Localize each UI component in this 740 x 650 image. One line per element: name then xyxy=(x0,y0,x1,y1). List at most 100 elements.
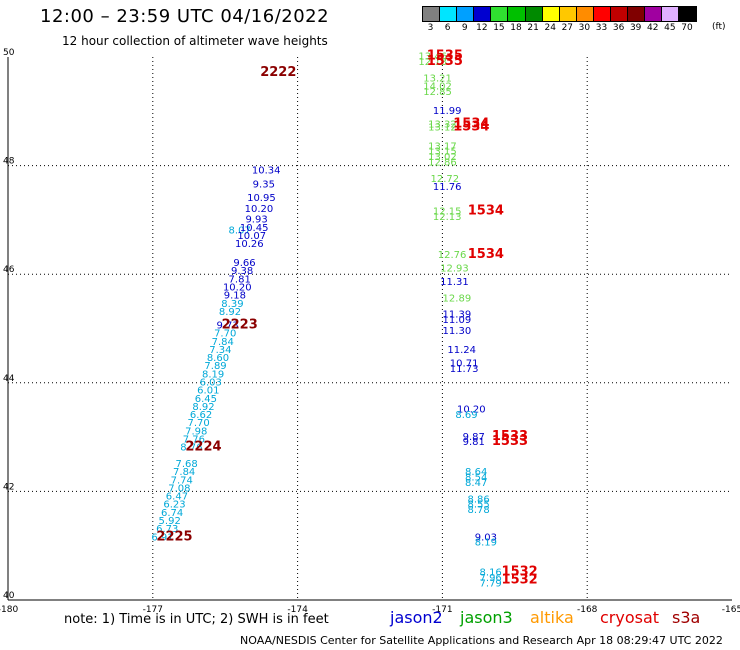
pass-time-annotation: 1534 xyxy=(453,117,489,132)
data-point-label: 11.99 xyxy=(433,106,462,117)
data-point-label: 9.03 xyxy=(475,532,497,543)
legend-s3a: s3a xyxy=(672,608,701,627)
data-point-label: 13.17 xyxy=(428,141,457,152)
colorbar-label: 15 xyxy=(493,23,505,33)
chart-title: 12:00 – 23:59 UTC 04/16/2022 xyxy=(40,6,330,27)
data-point-label: 8.54 xyxy=(465,473,487,484)
data-point-label: 6.45 xyxy=(195,394,217,405)
data-point-label: 7.96 xyxy=(480,573,502,584)
data-point-label: 14.02 xyxy=(423,82,452,93)
x-tick-label: -180 xyxy=(0,605,18,615)
data-point-label: 8.69 xyxy=(455,410,477,421)
data-point-label: 12.13 xyxy=(433,212,462,223)
colorbar-swatch: 42 xyxy=(644,6,663,33)
data-point-label: 12.76 xyxy=(438,250,467,261)
data-point-label: 6.47 xyxy=(166,492,188,503)
colorbar-label: 70 xyxy=(681,23,693,33)
data-point-label: 13.02 xyxy=(428,152,457,163)
data-point-label: 9.18 xyxy=(224,291,246,302)
data-point-label: 12.86 xyxy=(428,158,457,169)
colorbar-swatch: 70 xyxy=(678,6,697,33)
legend-cryosat: cryosat xyxy=(600,608,660,627)
data-point-label: 7.70 xyxy=(214,329,236,340)
legend-altika: altika xyxy=(530,608,574,627)
pass-time-annotation: 2223 xyxy=(222,318,258,333)
y-tick-label: 44 xyxy=(3,374,15,384)
colorbar-label: 3 xyxy=(427,23,434,33)
data-point-label: 10.34 xyxy=(252,166,281,177)
data-point-label: 11.39 xyxy=(443,310,472,321)
data-point-label: 11.30 xyxy=(443,326,472,337)
data-point-label: 11.76 xyxy=(433,182,462,193)
data-point-label: 11.73 xyxy=(450,364,479,375)
data-point-label: 9.35 xyxy=(253,179,275,190)
data-point-label: 8.92 xyxy=(192,402,214,413)
data-point-label: 8.19 xyxy=(475,538,497,549)
pass-time-annotation: 1533 xyxy=(492,434,528,449)
footer-credit: NOAA/NESDIS Center for Satellite Applica… xyxy=(240,634,723,647)
data-point-label: 9.87 xyxy=(463,432,485,443)
data-point-label: 8.55 xyxy=(467,500,489,511)
data-point-label: 8.19 xyxy=(202,369,224,380)
chart-subtitle: 12 hour collection of altimeter wave hei… xyxy=(62,34,328,48)
data-point-label: 8.92 xyxy=(219,307,241,318)
data-point-label: 6.03 xyxy=(200,378,222,389)
data-point-label: 10.71 xyxy=(450,359,479,370)
pass-time-annotation: 1532 xyxy=(502,565,538,580)
unit-label: (ft) xyxy=(712,22,726,32)
data-point-label: 11.24 xyxy=(447,345,476,356)
pass-time-annotation: 1533 xyxy=(492,429,528,444)
legend-jason3: jason3 xyxy=(460,608,513,627)
data-point-label: 7.98 xyxy=(185,426,207,437)
data-point-label: 7.34 xyxy=(209,345,231,356)
data-point-label: 6.74 xyxy=(161,508,183,519)
colorbar-label: 9 xyxy=(461,23,468,33)
pass-time-annotation: 1534 xyxy=(468,203,504,218)
color-scale-legend: 3 6 9 12 15 18 21 24 27 30 33 36 39 42 45 70 xyxy=(422,6,697,33)
data-point-label: 9.73 xyxy=(216,321,238,332)
data-point-label: 9.38 xyxy=(231,266,253,277)
colorbar-label: 12 xyxy=(476,23,488,33)
data-point-label: 8.39 xyxy=(221,299,243,310)
data-point-label: 7.84 xyxy=(212,337,234,348)
x-tick-label: -168 xyxy=(577,605,598,615)
data-point-label: 8.60 xyxy=(207,353,229,364)
data-point-label: 10.07 xyxy=(237,231,266,242)
data-point-label: 7.84 xyxy=(173,467,195,478)
data-point-label: 8.16 xyxy=(480,568,502,579)
pass-time-annotation: 1535 xyxy=(427,49,463,64)
x-tick-label: -171 xyxy=(432,605,452,615)
pass-time-annotation: 1535 xyxy=(427,54,463,69)
data-point-label: 5.92 xyxy=(159,516,181,527)
data-point-label: 6.91 xyxy=(151,532,173,543)
data-point-label: 10.20 xyxy=(245,204,274,215)
data-point-label: 12.89 xyxy=(443,293,472,304)
data-point-label: 6.01 xyxy=(197,386,219,397)
data-point-label: 7.79 xyxy=(480,578,502,589)
x-tick-label: -177 xyxy=(143,605,163,615)
data-point-label: 6.62 xyxy=(190,410,212,421)
colorbar-color xyxy=(678,6,697,22)
colorbar-label: 27 xyxy=(561,23,574,33)
colorbar-label: 18 xyxy=(510,23,522,33)
data-point-label: 9.81 xyxy=(463,437,485,448)
colorbar-swatch: 9 xyxy=(456,6,475,33)
data-point-label: 8.78 xyxy=(467,505,489,516)
colorbar-label: 30 xyxy=(578,23,591,33)
pass-time-annotation: 1534 xyxy=(453,119,489,134)
data-point-label: 8.86 xyxy=(467,494,489,505)
colorbar-label: 39 xyxy=(629,23,642,33)
pass-time-annotation: 2224 xyxy=(185,440,221,455)
data-point-label: 7.70 xyxy=(188,418,210,429)
data-point-label: 11.31 xyxy=(440,277,469,288)
data-point-label: 9.93 xyxy=(245,215,267,226)
data-point-label: 7.68 xyxy=(175,459,197,470)
data-point-label: 10.20 xyxy=(223,282,252,293)
legend-jason2: jason2 xyxy=(390,608,443,627)
colorbar-label: 42 xyxy=(647,23,659,33)
data-point-label: 7.89 xyxy=(204,361,226,372)
colorbar-label: 36 xyxy=(612,23,625,33)
data-point-label: 7.08 xyxy=(168,483,190,494)
